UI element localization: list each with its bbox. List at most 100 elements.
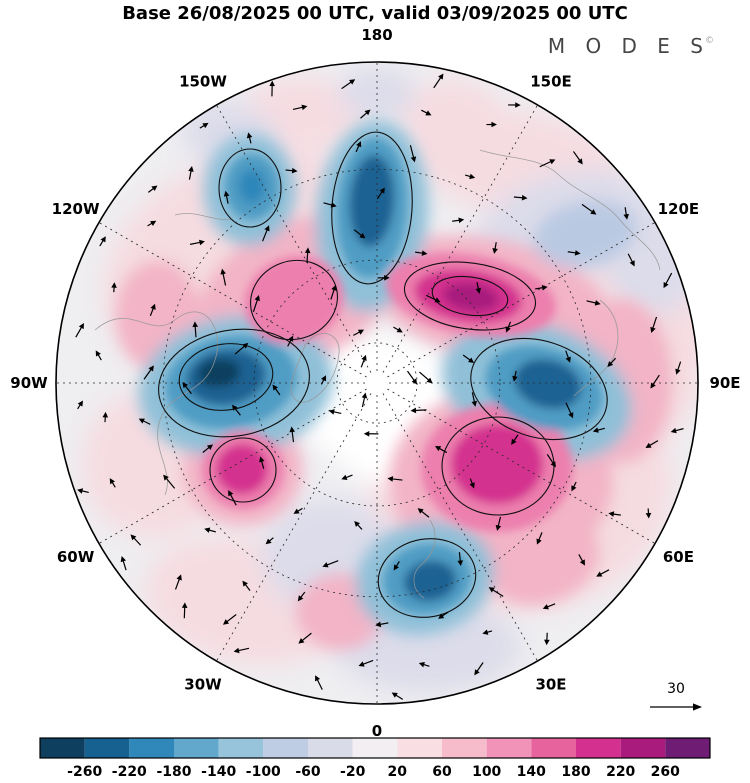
graticule — [56, 62, 698, 704]
wind-arrow — [188, 165, 194, 180]
colorbar-tick-label: 60 — [432, 764, 452, 780]
wind-arrow — [330, 284, 337, 300]
wind-arrow — [675, 361, 682, 375]
wind-arrow — [120, 556, 127, 571]
wind-arrow — [130, 534, 142, 546]
wind-arrow — [77, 488, 89, 494]
wind-arrow — [462, 354, 475, 363]
wind-arrow — [539, 159, 556, 168]
lon-label-180: 180 — [361, 26, 392, 44]
wind-arrow — [181, 602, 188, 619]
wind-arrow — [512, 370, 518, 382]
anomaly-blob — [486, 516, 600, 606]
wind-arrow — [272, 384, 281, 396]
lon-label-90W: 90W — [10, 374, 48, 392]
lon-label-30E: 30E — [535, 675, 566, 693]
modes-logo-text: M O D E S — [547, 34, 710, 58]
anomaly-contour — [377, 538, 477, 618]
wind-arrow — [505, 321, 512, 333]
colorbar-segment — [263, 738, 308, 758]
wind-arrow — [320, 375, 327, 385]
wind-arrow — [292, 104, 308, 111]
wind-arrow — [234, 342, 249, 355]
wind-arrow — [542, 603, 556, 610]
wind-arrow — [361, 392, 368, 408]
wind-arrow — [99, 236, 106, 247]
wind-arrow — [417, 508, 430, 518]
wind-arrow — [511, 434, 519, 445]
wind-arrow — [475, 282, 482, 294]
wind-arrow — [231, 404, 241, 416]
wind-arrow — [77, 400, 84, 410]
anomaly-blob — [198, 358, 240, 388]
latitude-circle — [253, 259, 501, 507]
coastline — [413, 519, 436, 599]
wind-arrow — [109, 478, 116, 488]
colorbar-segment — [665, 738, 710, 758]
wind-arrow — [482, 629, 493, 635]
anomaly-contour — [218, 148, 282, 228]
wind-arrow — [95, 350, 102, 361]
wind-arrow — [438, 611, 449, 619]
lon-label-120E: 120E — [658, 200, 700, 218]
anomaly-contour — [470, 337, 608, 441]
wind-arrow — [581, 203, 597, 215]
wind-arrow — [387, 476, 403, 482]
colorbar-segment — [486, 738, 532, 758]
wind-arrow — [75, 322, 84, 338]
wind-arrow — [202, 444, 213, 453]
wind-arrow — [650, 316, 658, 334]
wind-arrow — [304, 247, 311, 264]
coastline — [479, 149, 661, 271]
colorbar-segment — [397, 738, 442, 758]
colorbar-segment — [352, 738, 398, 758]
wind-arrow — [457, 552, 464, 567]
anomaly-contour — [403, 261, 537, 331]
anomaly-blob — [216, 444, 268, 494]
wind-arrow — [670, 427, 684, 434]
wind-arrow — [287, 335, 294, 347]
colorbar-segment — [531, 738, 576, 758]
map-content — [56, 62, 698, 704]
colorbar-segment — [129, 738, 174, 758]
colorbar-tick-label: 20 — [388, 764, 408, 780]
coastline — [290, 333, 340, 403]
wind-arrow — [377, 274, 390, 281]
wind-arrow — [391, 692, 404, 700]
anomaly-contour — [178, 343, 274, 411]
wind-arrow — [572, 151, 583, 165]
wind-arrow — [565, 402, 574, 419]
wind-arrow — [650, 374, 660, 389]
colorbar-tick-label: -180 — [156, 764, 191, 780]
wind-arrow — [623, 207, 629, 220]
lon-label-60W: 60W — [57, 548, 95, 566]
wind-arrow — [508, 102, 521, 108]
wind-arrow — [513, 194, 528, 201]
wind-arrow — [596, 569, 610, 577]
colorbar-tick-label: 260 — [651, 764, 680, 780]
colorbar-segment — [218, 738, 264, 758]
colorbar-tick-label: -20 — [340, 764, 366, 780]
wind-arrow — [571, 481, 577, 492]
wind-arrow — [322, 560, 339, 568]
wind-arrow — [627, 253, 635, 267]
wind-arrow — [433, 73, 444, 89]
wind-arrow — [421, 109, 432, 116]
colorbar-tick-label: 140 — [517, 764, 546, 780]
lon-label-150W: 150W — [179, 73, 227, 91]
wind-arrow — [608, 511, 621, 517]
wind-arrow — [474, 662, 484, 676]
wind-arrow — [536, 532, 543, 545]
colorbar-segment — [174, 738, 219, 758]
lon-label-150E: 150E — [530, 73, 572, 91]
longitude-labels: 180 150E 120E 90E 60E 30E 0 30W 60W 90W 120W 150W — [10, 26, 740, 740]
wind-arrow — [269, 80, 275, 97]
wind-arrow-field — [75, 73, 684, 700]
lon-label-0: 0 — [372, 722, 382, 740]
wind-arrow — [252, 295, 260, 312]
wind-arrow — [375, 621, 389, 628]
wind-arrow — [328, 409, 342, 415]
wind-arrow — [393, 561, 400, 571]
anomaly-contour — [431, 275, 509, 317]
